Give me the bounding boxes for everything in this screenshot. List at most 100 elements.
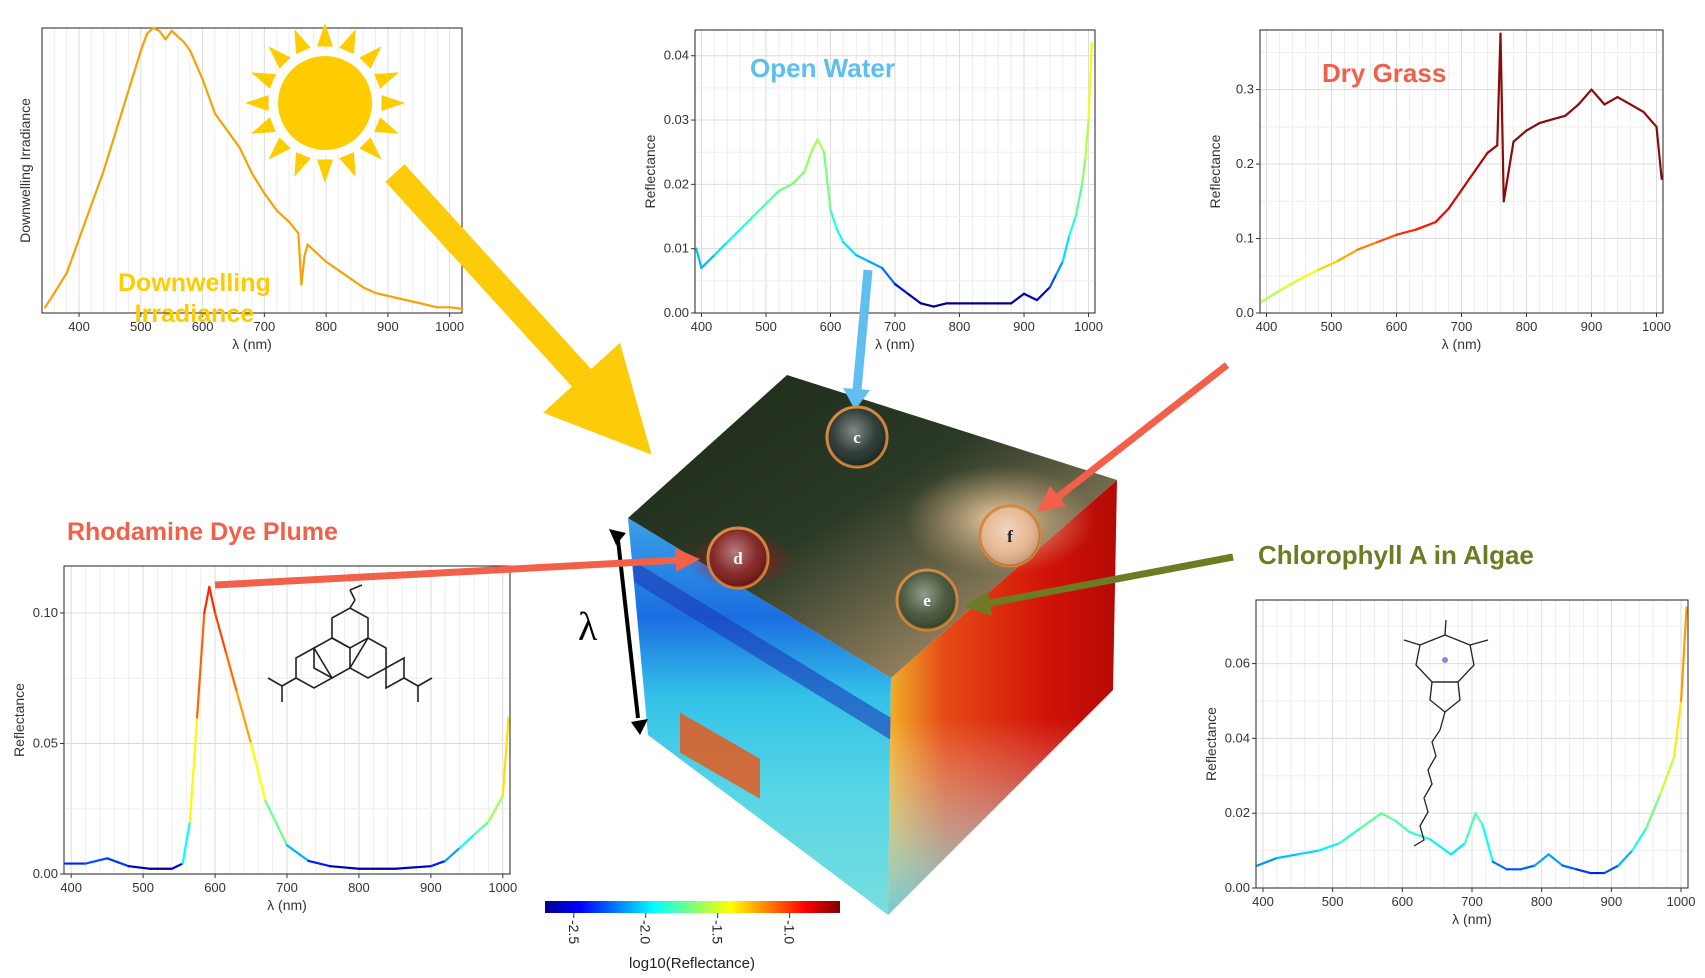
irradiance-line-segment	[238, 146, 254, 175]
rhodamine-line-segment	[84, 857, 109, 865]
sun-icon	[245, 23, 405, 183]
dry_grass-xlabel: λ (nm)	[1442, 336, 1482, 352]
chlorophyll-line-segment	[1491, 860, 1508, 871]
dry_grass-line-segment	[1502, 140, 1515, 203]
rhodamine-line-segment	[106, 857, 130, 868]
chlorophyll-ylabel: Reflectance	[1203, 707, 1219, 781]
rhodamine-line-segment	[458, 833, 476, 849]
open_water-line-segment	[1055, 260, 1064, 276]
svg-text:d: d	[733, 549, 743, 568]
dry_grass-line-segment	[1297, 268, 1320, 281]
dry_grass-line-segment	[1356, 241, 1379, 251]
open_water-line-segment	[829, 208, 839, 231]
open_water-line-segment	[700, 254, 716, 270]
open_water-line-segment	[1010, 292, 1026, 305]
irradiance-line-segment	[423, 303, 439, 309]
open_water-line-segment	[835, 228, 845, 244]
dry_grass-line-segment	[1473, 151, 1489, 173]
irradiance-xtick-label: 900	[377, 319, 399, 334]
open_water-xtick-label: 1000	[1074, 319, 1103, 334]
irradiance-line-segment	[226, 129, 241, 149]
dry_grass-xtick-label: 500	[1321, 319, 1343, 334]
dry-grass-chart: 400 500 600 700 800 900 1000 0.0 0.1 0.2 0.3 λ (nm)…	[1207, 29, 1671, 352]
chlorophyll-arrow	[965, 553, 1234, 616]
dry_grass-line-segment	[1278, 278, 1301, 292]
rhodamine-arrow	[214, 548, 700, 589]
dry_grass-ytick-label: 0.2	[1236, 156, 1254, 171]
colorbar-tick-label: -2.5	[566, 920, 582, 944]
rhodamine-panel: 400 500 600 700 800 900 1000 0.00 0.05 0.10 λ (nm)…	[10, 560, 517, 940]
wavelength-axis-label: λ	[578, 604, 598, 649]
dry_grass-line-segment	[1590, 88, 1606, 106]
dry_grass-line-segment	[1551, 114, 1567, 121]
open_water-line-segment	[868, 260, 884, 270]
irradiance-line-segment	[306, 243, 322, 258]
irradiance-line-segment	[139, 32, 149, 52]
irradiance-line-segment	[337, 269, 352, 280]
irradiance-xtick-label: 600	[192, 319, 214, 334]
cube-dark-band	[632, 560, 891, 740]
open_water-line-segment	[842, 241, 858, 257]
chlorophyll-xtick-label: 500	[1322, 894, 1344, 909]
chlorophyll-xtick-label: 700	[1461, 894, 1483, 909]
open-water-title: Open Water	[750, 53, 895, 83]
chlorophyll-line-segment	[1449, 842, 1467, 856]
rhodamine-xtick-label: 1000	[488, 880, 517, 895]
open_water-line-segment	[1068, 215, 1077, 237]
open_water-line-segment	[739, 215, 755, 231]
irradiance-line-segment	[263, 192, 278, 212]
open_water-line-segment	[726, 228, 742, 244]
colorbar: -2.5 -2.0 -1.5 -1.0 log10(Reflectance)	[545, 901, 840, 972]
rhodamine-line-segment	[501, 716, 510, 797]
chlorophyll-line-segment	[1519, 864, 1536, 871]
chlorophyll-line-segment	[1645, 793, 1662, 830]
irradiance-line-segment	[287, 220, 300, 235]
irradiance-xlabel: λ (nm)	[232, 336, 272, 352]
open_water-line-segment	[803, 151, 813, 173]
open-water-arrow	[843, 269, 873, 410]
chlorophyll-line-segment	[1394, 819, 1411, 833]
irradiance-panel: 400 500 600 700 800 900 1000 λ (nm) Downwelling …	[10, 20, 510, 380]
dry_grass-xtick-label: 400	[1256, 319, 1278, 334]
colorbar-label: log10(Reflectance)	[629, 955, 755, 972]
irradiance-grid	[41, 28, 463, 313]
chlorophyll-panel: 400 500 600 700 800 900 1000 0.00 0.02 0.04 0.06 λ …	[1200, 590, 1705, 970]
colorbar-tick-label: -1.0	[782, 920, 798, 944]
open_water-ylabel: Reflectance	[642, 134, 658, 208]
chlorophyll-line-segment	[1359, 812, 1383, 830]
irradiance-line-segment	[53, 272, 68, 295]
dry_grass-xtick-label: 900	[1581, 319, 1603, 334]
chlorophyll-xtick-label: 1000	[1667, 894, 1696, 909]
rhodamine-line-segment	[213, 611, 227, 654]
chlorophyll-line-segment	[1659, 755, 1676, 796]
dry_grass-xtick-label: 600	[1386, 319, 1408, 334]
irradiance-line-segment	[300, 254, 306, 286]
chlorophyll-line-segment	[1275, 853, 1299, 860]
irradiance-line-segment	[325, 260, 340, 272]
irradiance-line-segment	[65, 237, 81, 275]
dry_grass-xtick-label: 1000	[1642, 319, 1671, 334]
rhodamine-xtick-label: 700	[276, 880, 298, 895]
open_water-xtick-label: 500	[755, 319, 777, 334]
open_water-line-segment	[1080, 157, 1087, 186]
chlorophyll-line-segment	[1575, 868, 1592, 875]
irradiance-line-segment	[164, 29, 173, 41]
marker-c: c	[825, 405, 889, 469]
open_water-xtick-label: 700	[884, 319, 906, 334]
open_water-xtick-label: 800	[949, 319, 971, 334]
dry_grass-line-segment	[1564, 103, 1580, 117]
irradiance-line-segment	[201, 78, 217, 115]
chlorophyll-line-segment	[1429, 838, 1453, 856]
rhodamine-ytick-label: 0.05	[33, 735, 58, 750]
rhodamine-ytick-label: 0.10	[33, 605, 58, 620]
chlorophyll-chart: 400 500 600 700 800 900 1000 0.00 0.02 0.04 0.06 λ …	[1203, 599, 1696, 927]
rhodamine-line-segment	[249, 742, 267, 803]
colorbar-tick-label: -1.5	[710, 920, 726, 944]
irradiance-line-segment	[170, 29, 179, 38]
open_water-xtick-label: 600	[820, 319, 842, 334]
open_water-line-segment	[1035, 286, 1051, 302]
rhodamine-line-segment	[487, 794, 504, 823]
dry_grass-line-segment	[1414, 221, 1437, 231]
chlorophyll-line-segment	[1603, 864, 1620, 875]
open_water-line-segment	[1074, 183, 1084, 218]
